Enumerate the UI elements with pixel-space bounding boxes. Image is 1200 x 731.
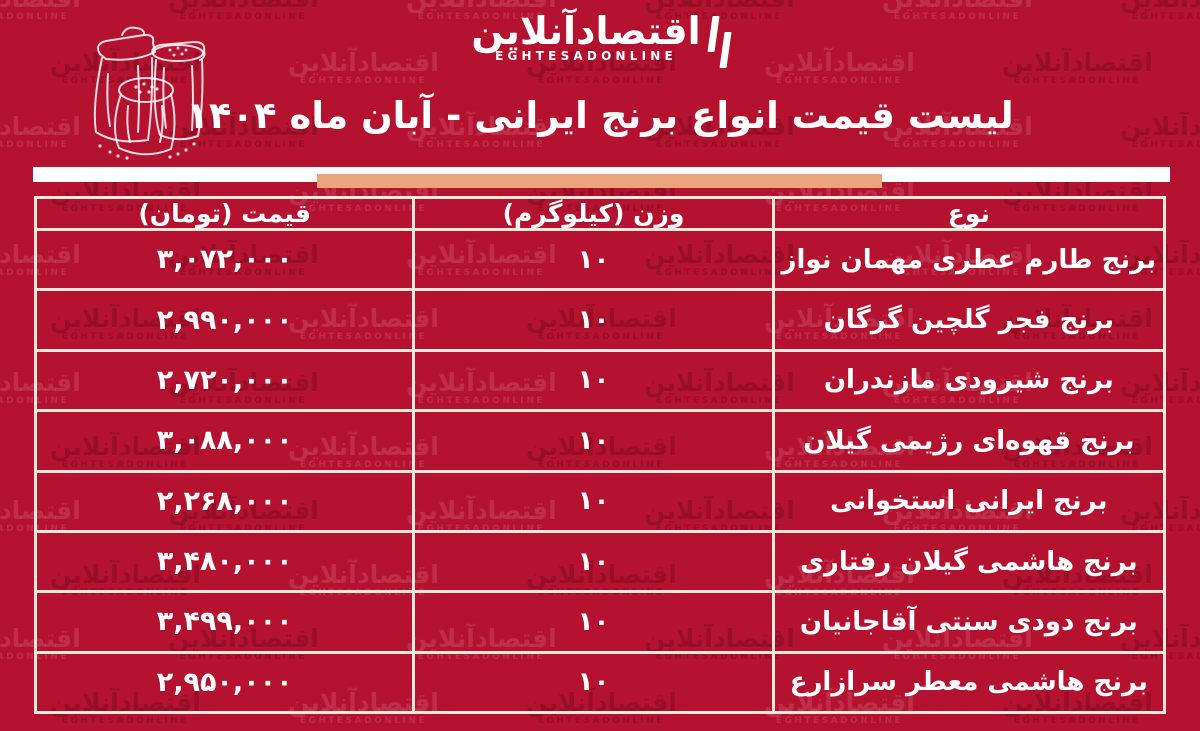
cell-weight: ۱۰	[412, 529, 775, 594]
rice-sacks-icon	[93, 26, 206, 160]
brand-logo-farsi: اقتصادآنلاین	[471, 9, 701, 53]
table-row: برنج شیرودی مازندران ۱۰ ۲,۷۲۰,۰۰۰	[33, 348, 1167, 413]
cell-weight: ۱۰	[412, 348, 775, 413]
cell-rice-type: برنج هاشمی معطر سرازارع	[771, 650, 1167, 715]
cell-price: ۳,۴۹۹,۰۰۰	[33, 590, 416, 654]
cell-weight: ۱۰	[412, 650, 775, 715]
cell-rice-type: برنج ایرانی استخوانی	[771, 469, 1167, 533]
cell-weight: ۱۰	[412, 590, 775, 654]
cell-price: ۲,۹۵۰,۰۰۰	[33, 650, 416, 715]
table-header-row: نوع وزن (کیلوگرم) قیمت (تومان)	[33, 196, 1167, 231]
cell-weight: ۱۰	[412, 227, 775, 292]
table-row: برنج قهوه‌ای رژیمی گیلان ۱۰ ۳,۰۸۸,۰۰۰	[33, 409, 1167, 473]
cell-price: ۳,۴۸۰,۰۰۰	[33, 529, 416, 594]
cell-rice-type: برنج قهوه‌ای رژیمی گیلان	[771, 409, 1167, 473]
cell-rice-type: برنج طارم عطری مهمان نواز	[771, 227, 1167, 292]
brand-logo-latin: EGHTESADONLINE	[495, 48, 677, 63]
cell-rice-type: برنج دودی سنتی آقاجانیان	[771, 590, 1167, 654]
table-row: برنج ایرانی استخوانی ۱۰ ۲,۲۶۸,۰۰۰	[33, 469, 1167, 533]
cell-price: ۲,۹۹۰,۰۰۰	[33, 288, 416, 352]
cell-price: ۳,۰۸۸,۰۰۰	[33, 409, 416, 473]
col-header-type: نوع	[771, 196, 1167, 231]
brand-logo: اقتصادآنلاین EGHTESADONLINE	[0, 9, 1200, 68]
col-header-price: قیمت (تومان)	[33, 196, 416, 231]
cell-price: ۳,۰۷۲,۰۰۰	[33, 227, 416, 292]
table-row: برنج فجر گلچین گرگان ۱۰ ۲,۹۹۰,۰۰۰	[33, 288, 1167, 352]
table-row: برنج طارم عطری مهمان نواز ۱۰ ۳,۰۷۲,۰۰۰	[33, 227, 1167, 292]
cell-rice-type: برنج فجر گلچین گرگان	[771, 288, 1167, 352]
cell-rice-type: برنج شیرودی مازندران	[771, 348, 1167, 413]
double-bars-icon	[707, 16, 732, 68]
cell-price: ۲,۲۶۸,۰۰۰	[33, 469, 416, 533]
table-row: برنج دودی سنتی آقاجانیان ۱۰ ۳,۴۹۹,۰۰۰	[33, 590, 1167, 654]
cell-price: ۲,۷۲۰,۰۰۰	[33, 348, 416, 413]
page-title: لیست قیمت انواع برنج ایرانی - آبان ماه ۱…	[186, 94, 1014, 137]
table-row: برنج هاشمی معطر سرازارع ۱۰ ۲,۹۵۰,۰۰۰	[33, 650, 1167, 715]
cell-weight: ۱۰	[412, 288, 775, 352]
cell-rice-type: برنج هاشمی گیلان رفتاری	[771, 529, 1167, 594]
col-header-weight: وزن (کیلوگرم)	[412, 196, 775, 231]
accent-bar	[317, 174, 882, 188]
price-table: نوع وزن (کیلوگرم) قیمت (تومان) برنج طارم…	[33, 196, 1167, 715]
table-row: برنج هاشمی گیلان رفتاری ۱۰ ۳,۴۸۰,۰۰۰	[33, 529, 1167, 594]
cell-weight: ۱۰	[412, 409, 775, 473]
cell-weight: ۱۰	[412, 469, 775, 533]
